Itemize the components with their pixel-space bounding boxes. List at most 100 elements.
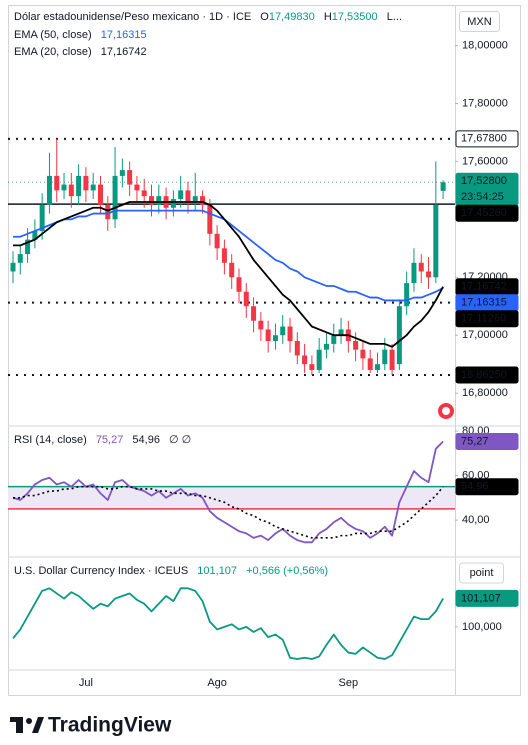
candle-body [76, 175, 82, 197]
candle-body [68, 184, 74, 197]
candle-body [221, 248, 227, 263]
price-tag-label: 54,96 [461, 481, 489, 493]
price-tag-label: 17,52800 [461, 175, 507, 187]
ema-legend: EMA (50, close) 17,16315 [14, 29, 147, 41]
ema-legend: EMA (20, close) 17,16742 [14, 46, 147, 58]
symbol-header: Dólar estadounidense/Peso mexicano · 1D … [14, 11, 402, 23]
candle-body [90, 184, 96, 191]
legend-value: 17,16742 [101, 46, 147, 58]
rsi-header: RSI (14, close) 75,27 54,96 ∅ ∅ [14, 434, 191, 446]
candle-body [338, 329, 344, 336]
candle-body [32, 230, 38, 240]
x-tick-label: Ago [207, 677, 227, 689]
indicator-title: U.S. Dollar Currency Index · ICEUS [14, 565, 188, 577]
price-tag-label: 17,67800 [461, 133, 507, 145]
price-tag [455, 130, 519, 148]
y-tick-label: 40,00 [462, 514, 490, 526]
marks: 18,0000017,8000017,6000017,2000017,00000… [8, 39, 508, 689]
candle-body [302, 355, 308, 365]
currency-label[interactable]: MXN [467, 16, 492, 28]
series-line [13, 201, 444, 348]
y-tick-label: 17,00000 [462, 329, 508, 341]
y-tick-label: 18,00000 [462, 39, 508, 51]
candle-body [46, 175, 52, 205]
unit-label: point [470, 567, 494, 579]
candle-body [287, 326, 293, 341]
candle-body [265, 329, 271, 341]
indicator-title: RSI (14, close) [14, 434, 87, 446]
y-tick-label: 16,80000 [462, 387, 508, 399]
candle-body [192, 196, 198, 202]
flag-icon-inner [442, 407, 450, 415]
candle-body [323, 343, 329, 350]
candle-body [236, 277, 242, 292]
candle-body [331, 335, 337, 344]
legend-change: +0,566 (+0,56%) [246, 565, 328, 577]
candle-body [39, 204, 45, 231]
price-tag [455, 366, 519, 384]
price-tag-label: 75,27 [461, 435, 489, 447]
candle-body [411, 262, 417, 284]
candle-body [214, 233, 220, 249]
currency-box[interactable] [459, 11, 500, 32]
legend-value: 101,107 [197, 565, 237, 577]
candle-body [280, 326, 286, 336]
candle-body [258, 320, 264, 330]
candle-body [54, 175, 60, 191]
candle-body [170, 199, 176, 208]
candle-body [389, 349, 395, 370]
price-tag [455, 589, 519, 607]
series-line [13, 485, 444, 539]
candle-body [112, 175, 118, 220]
candle-body [185, 190, 191, 202]
candle-body [353, 341, 359, 350]
candle-body [316, 349, 322, 370]
y-tick-label: 100,000 [462, 621, 502, 633]
price-tag-label: 17,16742 [461, 281, 507, 293]
candle-body [243, 291, 249, 307]
series-line [13, 209, 444, 302]
quote-value: 17,53500 [332, 11, 378, 23]
legend-value: 54,96 [132, 434, 160, 446]
legend-value: 75,27 [96, 434, 124, 446]
quote-value: 17,49830 [269, 11, 315, 23]
logo-part [16, 717, 23, 733]
price-tag-label: 17,16315 [461, 297, 507, 309]
candle-body [10, 262, 16, 272]
candle-body [309, 364, 315, 370]
candle-body [382, 349, 388, 365]
x-tick-label: Jul [79, 677, 93, 689]
candle-body [178, 190, 184, 200]
brand-name: TradingView [48, 714, 172, 737]
quote-key: H [324, 11, 332, 23]
legend-value: 17,16315 [101, 29, 147, 41]
candle-body [61, 184, 67, 191]
symbol-title: Dólar estadounidense/Peso mexicano · 1D … [14, 11, 251, 23]
candle-body [251, 306, 257, 321]
candle-body [433, 204, 439, 278]
price-tag [455, 433, 519, 451]
dxy-header: U.S. Dollar Currency Index · ICEUS 101,1… [14, 565, 328, 577]
candle-body [396, 306, 402, 365]
candle-body [367, 358, 373, 370]
candle-body [426, 271, 432, 278]
candle-body [156, 196, 162, 205]
price-tag [455, 204, 519, 222]
candle-body [200, 196, 206, 205]
price-tag [455, 310, 519, 328]
y-tick-label: 17,80000 [462, 97, 508, 109]
legend-name: EMA (50, close) [14, 29, 92, 41]
price-tag-label: 16,86250 [461, 369, 507, 381]
candle-body [149, 196, 155, 205]
unit-box [459, 562, 504, 584]
candle-body [207, 204, 213, 234]
legend-name: EMA (20, close) [14, 46, 92, 58]
candle-body [360, 349, 366, 359]
series-line [12, 587, 444, 660]
y-tick-label: 17,60000 [462, 155, 508, 167]
x-tick-label: Sep [339, 677, 359, 689]
candle-body [141, 190, 147, 197]
candle-body [134, 184, 140, 191]
candle-body [440, 182, 446, 191]
